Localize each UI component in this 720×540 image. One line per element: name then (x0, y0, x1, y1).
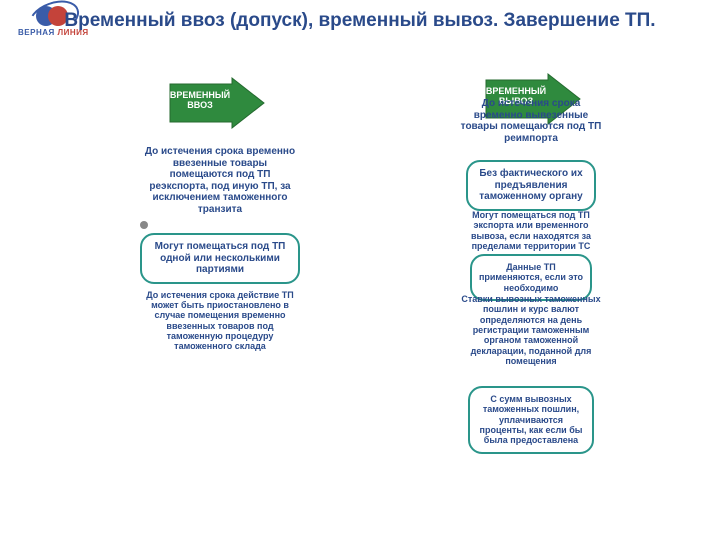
arrow-temporary-import: ВРЕМЕННЫЙ ВВОЗ (168, 76, 266, 130)
export-box-3: С сумм вывозных таможенных пошлин, уплач… (468, 386, 594, 454)
import-box-1: Могут помещаться под ТП одной или нескол… (140, 233, 300, 284)
column-import: До истечения срока временно ввезенные то… (140, 140, 300, 358)
connector-dot (140, 221, 148, 229)
export-text-3: Ставки вывозных таможенных пошлин и курс… (456, 292, 606, 368)
page-title: Временный ввоз (допуск), временный вывоз… (0, 10, 720, 33)
export-text-2: Могут помещаться под ТП экспорта или вре… (456, 208, 606, 253)
column-export: До истечения срока временно вывезенные т… (456, 96, 606, 526)
page: ВЕРНАЯ ЛИНИЯ Временный ввоз (допуск), вр… (0, 0, 720, 540)
arrow-label-import: ВРЕМЕННЫЙ ВВОЗ (168, 76, 232, 126)
import-text-2: До истечения срока действие ТП может быт… (140, 288, 300, 354)
import-text-1: До истечения срока временно ввезенные то… (140, 144, 300, 217)
export-box-1: Без фактического их предъявления таможен… (466, 160, 596, 211)
export-text-1: До истечения срока временно вывезенные т… (456, 96, 606, 146)
